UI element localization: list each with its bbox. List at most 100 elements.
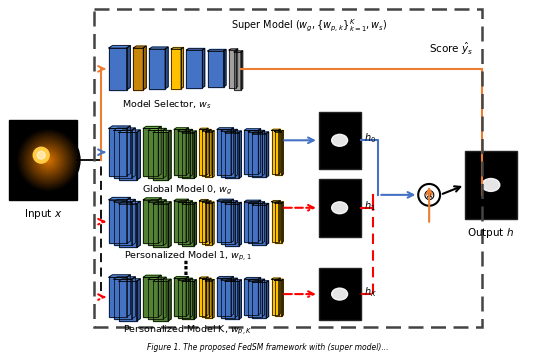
Polygon shape bbox=[248, 132, 262, 176]
Polygon shape bbox=[231, 199, 233, 242]
Polygon shape bbox=[158, 198, 161, 244]
Polygon shape bbox=[178, 201, 192, 203]
Polygon shape bbox=[174, 278, 186, 316]
Polygon shape bbox=[186, 277, 189, 316]
Polygon shape bbox=[203, 131, 209, 176]
Bar bbox=[319, 268, 361, 320]
Polygon shape bbox=[281, 130, 284, 175]
Polygon shape bbox=[181, 47, 183, 89]
Text: Personalized Model K, $w_{p,K}$: Personalized Model K, $w_{p,K}$ bbox=[123, 324, 252, 337]
Circle shape bbox=[33, 145, 63, 175]
Polygon shape bbox=[239, 131, 241, 178]
Polygon shape bbox=[274, 281, 281, 316]
Polygon shape bbox=[182, 132, 194, 178]
Polygon shape bbox=[274, 202, 284, 203]
Polygon shape bbox=[119, 201, 140, 204]
Polygon shape bbox=[274, 132, 281, 175]
Circle shape bbox=[43, 155, 53, 165]
Polygon shape bbox=[153, 130, 171, 132]
Polygon shape bbox=[148, 202, 163, 246]
Polygon shape bbox=[149, 47, 168, 49]
Circle shape bbox=[29, 142, 66, 178]
Polygon shape bbox=[119, 204, 137, 247]
Polygon shape bbox=[212, 279, 214, 318]
Polygon shape bbox=[126, 46, 130, 90]
Polygon shape bbox=[272, 202, 279, 241]
Polygon shape bbox=[209, 201, 211, 244]
Polygon shape bbox=[165, 47, 168, 89]
Polygon shape bbox=[203, 201, 211, 202]
Circle shape bbox=[33, 147, 49, 163]
Polygon shape bbox=[206, 277, 208, 316]
Polygon shape bbox=[281, 202, 284, 243]
Polygon shape bbox=[266, 203, 269, 245]
Polygon shape bbox=[126, 198, 130, 244]
Polygon shape bbox=[190, 201, 192, 244]
Circle shape bbox=[21, 134, 75, 187]
Polygon shape bbox=[258, 278, 260, 315]
Polygon shape bbox=[137, 279, 140, 321]
Polygon shape bbox=[241, 51, 243, 90]
Polygon shape bbox=[143, 277, 158, 317]
Polygon shape bbox=[258, 129, 260, 174]
Circle shape bbox=[47, 158, 50, 162]
Polygon shape bbox=[174, 128, 189, 129]
Polygon shape bbox=[190, 278, 192, 318]
Polygon shape bbox=[163, 277, 166, 319]
Circle shape bbox=[18, 130, 78, 190]
Polygon shape bbox=[109, 48, 126, 90]
Polygon shape bbox=[205, 132, 212, 177]
Polygon shape bbox=[126, 275, 130, 317]
Polygon shape bbox=[252, 132, 269, 134]
Polygon shape bbox=[225, 280, 241, 281]
Circle shape bbox=[45, 157, 51, 163]
Polygon shape bbox=[279, 201, 280, 241]
Circle shape bbox=[37, 151, 45, 159]
Polygon shape bbox=[199, 277, 208, 278]
Bar bbox=[9, 120, 77, 200]
Polygon shape bbox=[244, 279, 258, 315]
Polygon shape bbox=[199, 278, 206, 316]
Polygon shape bbox=[272, 278, 280, 279]
Text: Personalized Model 1, $w_{p,1}$: Personalized Model 1, $w_{p,1}$ bbox=[124, 250, 251, 262]
Polygon shape bbox=[235, 278, 237, 318]
Polygon shape bbox=[187, 48, 205, 50]
Polygon shape bbox=[205, 203, 212, 245]
Polygon shape bbox=[137, 201, 140, 247]
Polygon shape bbox=[209, 129, 211, 176]
Polygon shape bbox=[133, 48, 143, 90]
Polygon shape bbox=[109, 275, 130, 277]
Polygon shape bbox=[225, 203, 241, 204]
Polygon shape bbox=[174, 277, 189, 278]
Polygon shape bbox=[133, 46, 146, 48]
Polygon shape bbox=[148, 200, 166, 202]
Polygon shape bbox=[225, 204, 239, 246]
Polygon shape bbox=[221, 203, 235, 244]
Polygon shape bbox=[244, 200, 260, 202]
Polygon shape bbox=[244, 202, 258, 241]
Polygon shape bbox=[119, 279, 140, 281]
Circle shape bbox=[25, 137, 72, 184]
Polygon shape bbox=[281, 279, 284, 316]
Polygon shape bbox=[244, 130, 258, 174]
Polygon shape bbox=[225, 132, 239, 178]
Circle shape bbox=[26, 138, 70, 182]
Polygon shape bbox=[221, 278, 237, 280]
Polygon shape bbox=[143, 200, 158, 244]
Polygon shape bbox=[178, 203, 190, 244]
Polygon shape bbox=[239, 280, 241, 319]
Polygon shape bbox=[217, 278, 231, 316]
Polygon shape bbox=[143, 46, 146, 90]
Polygon shape bbox=[143, 129, 158, 176]
Circle shape bbox=[41, 153, 55, 167]
Polygon shape bbox=[174, 201, 186, 242]
Polygon shape bbox=[148, 279, 163, 319]
Polygon shape bbox=[109, 46, 130, 48]
Polygon shape bbox=[274, 130, 284, 132]
Polygon shape bbox=[274, 203, 281, 243]
Polygon shape bbox=[132, 128, 135, 178]
Polygon shape bbox=[272, 129, 280, 130]
Circle shape bbox=[418, 184, 440, 206]
Bar bbox=[319, 111, 361, 169]
Polygon shape bbox=[252, 281, 269, 282]
